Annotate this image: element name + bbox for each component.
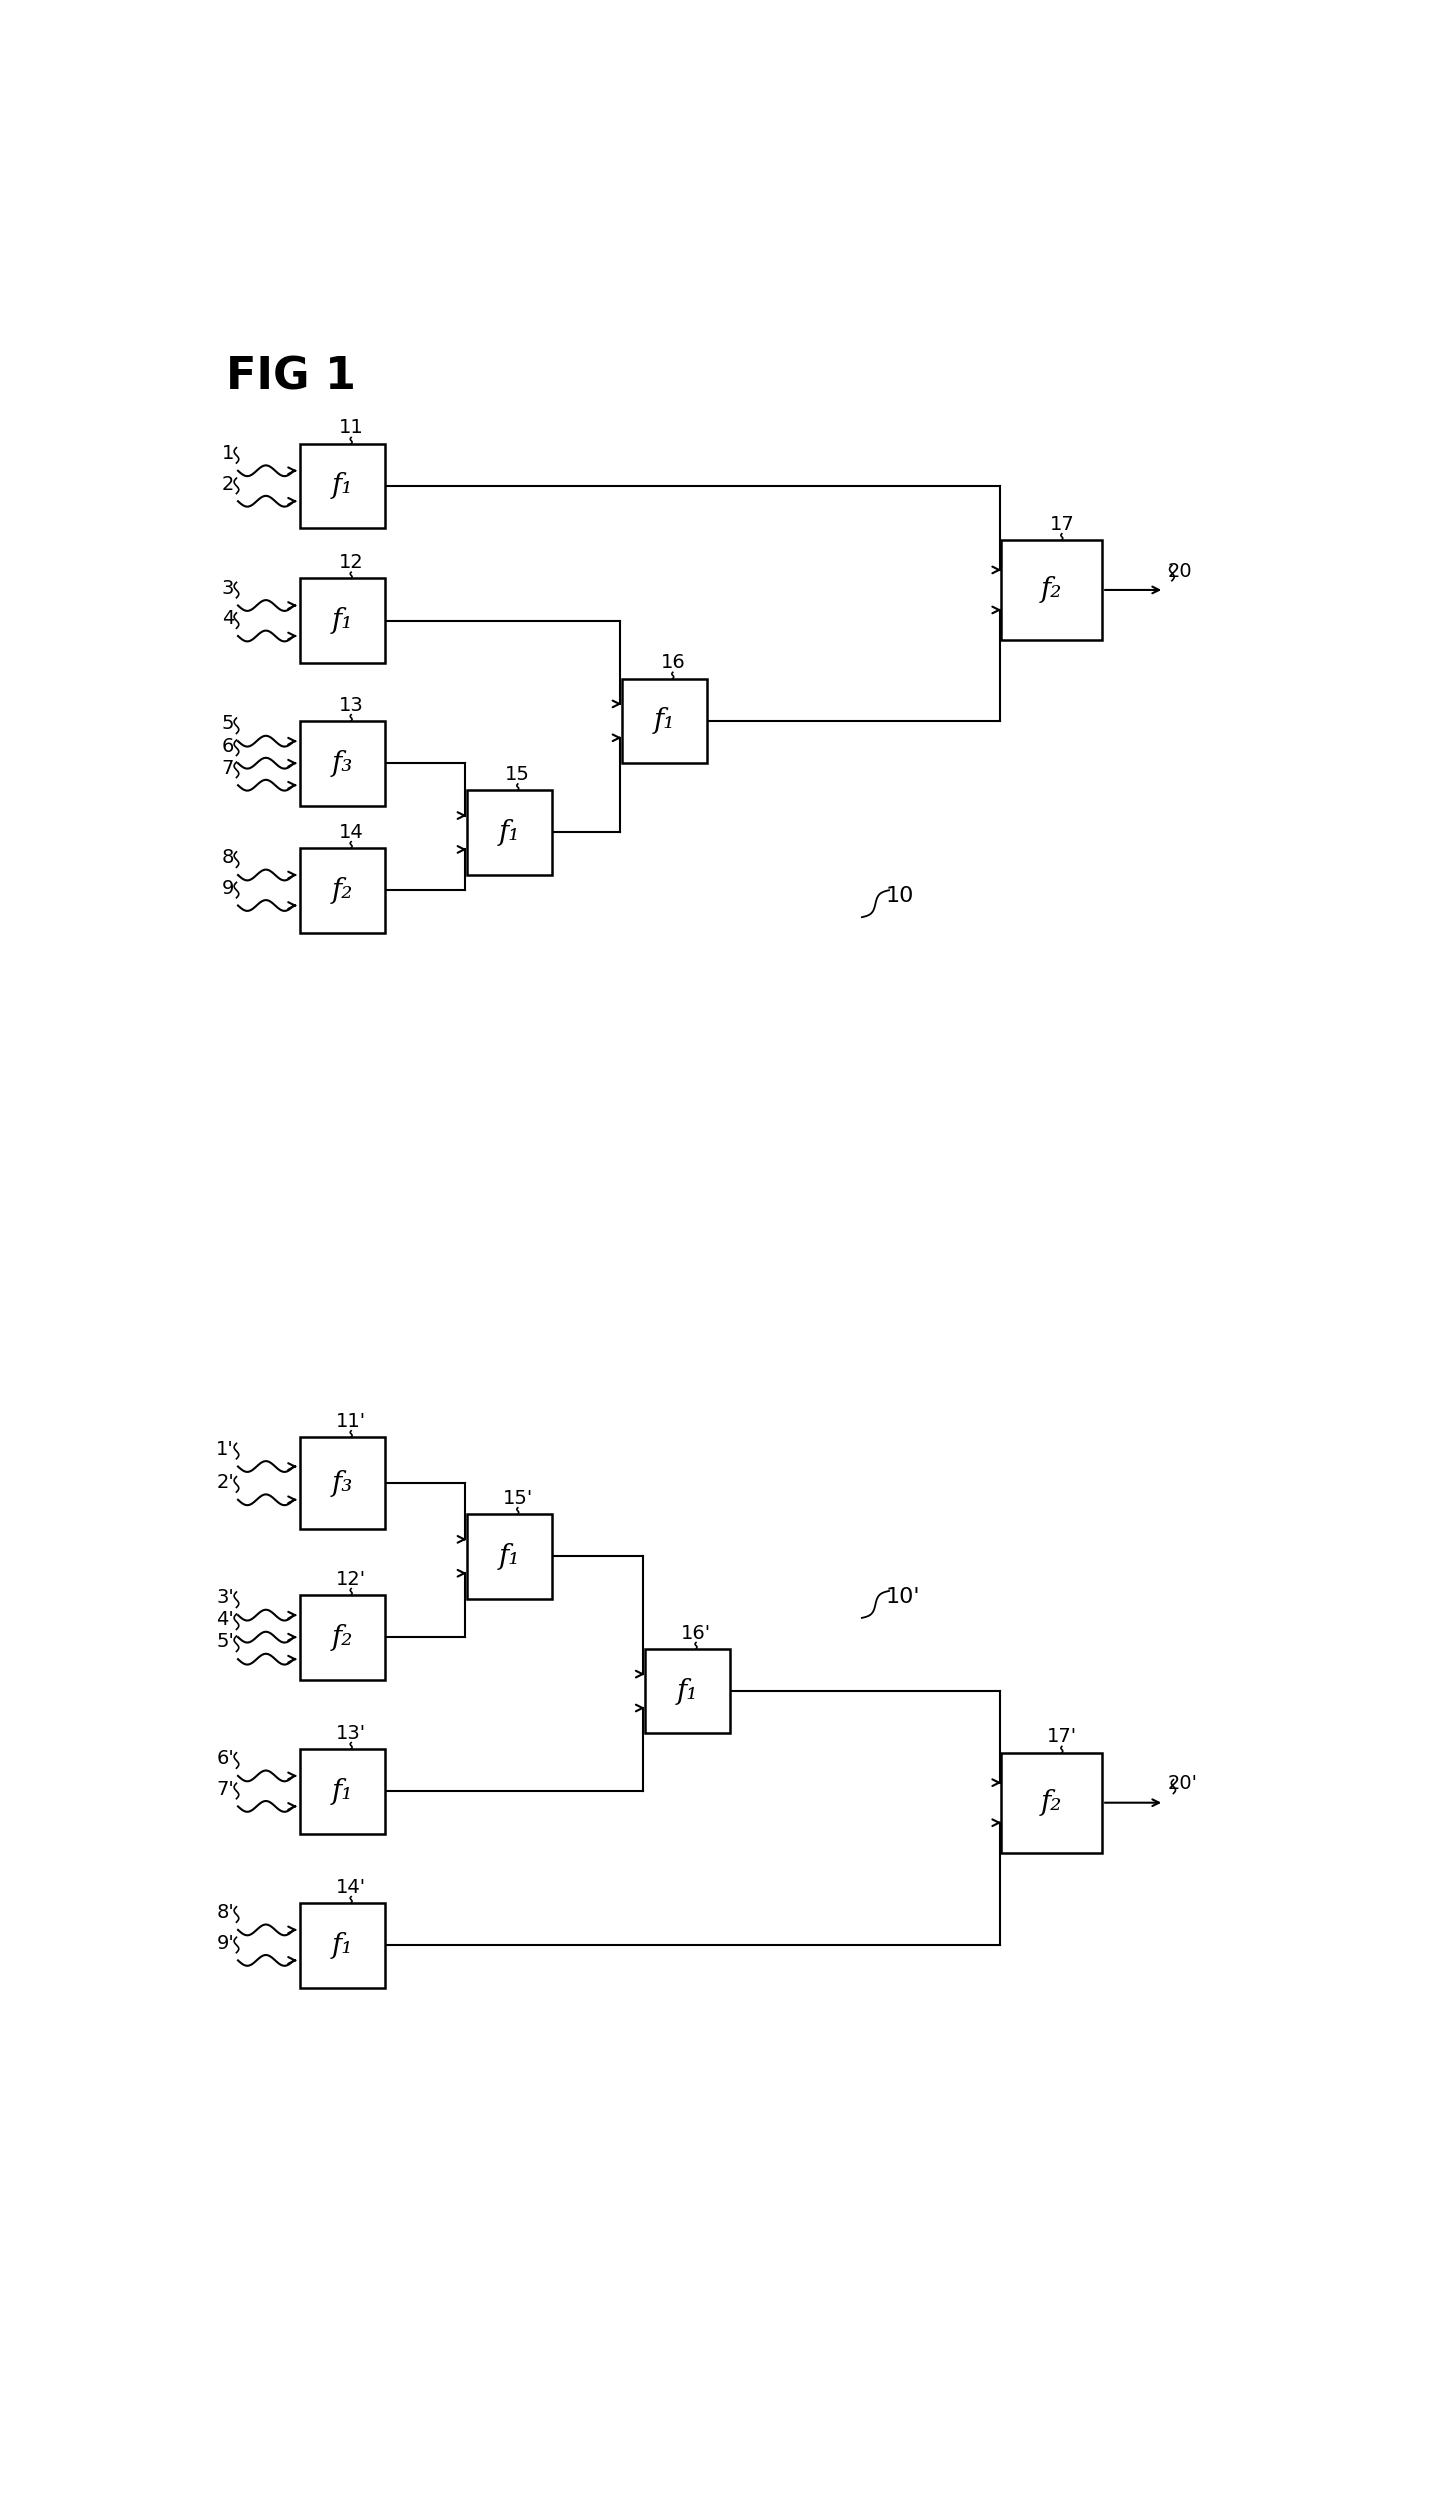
Text: 4': 4'	[216, 1611, 235, 1629]
Text: 16: 16	[661, 653, 685, 673]
Bar	[299, 444, 386, 527]
Text: 14: 14	[338, 823, 364, 841]
Text: f₁: f₁	[653, 708, 675, 735]
Bar	[466, 791, 553, 876]
Text: 17: 17	[1049, 515, 1073, 535]
Text: 1': 1'	[216, 1441, 235, 1458]
Bar	[299, 1594, 386, 1679]
Text: 11: 11	[338, 419, 364, 437]
Text: 13': 13'	[337, 1724, 366, 1742]
Text: f₁: f₁	[498, 818, 519, 846]
Text: 14': 14'	[337, 1877, 366, 1898]
Text: f₁: f₁	[332, 1933, 354, 1958]
Bar	[299, 848, 386, 934]
Bar	[1002, 540, 1102, 640]
Text: 5': 5'	[216, 1632, 235, 1652]
Text: 9': 9'	[216, 1933, 235, 1953]
Text: 10: 10	[885, 886, 914, 906]
Text: 15: 15	[505, 766, 530, 783]
Text: 4: 4	[222, 610, 235, 628]
Bar	[299, 577, 386, 663]
Text: f₁: f₁	[676, 1677, 698, 1704]
Text: 8: 8	[222, 848, 235, 868]
Text: 10': 10'	[885, 1586, 920, 1606]
Text: f₃: f₃	[332, 750, 354, 776]
Text: f₁: f₁	[332, 1777, 354, 1805]
Text: f₂: f₂	[1040, 577, 1062, 602]
Text: 17': 17'	[1046, 1727, 1076, 1747]
Text: f₂: f₂	[1040, 1790, 1062, 1817]
Text: 7': 7'	[216, 1780, 235, 1800]
Bar	[1002, 1752, 1102, 1852]
Text: 20': 20'	[1168, 1775, 1199, 1795]
Text: 7: 7	[222, 758, 235, 778]
Text: f₁: f₁	[332, 472, 354, 499]
Text: 2: 2	[222, 474, 235, 494]
Text: 9: 9	[222, 878, 235, 899]
Bar	[299, 1903, 386, 1988]
Text: f₁: f₁	[498, 1544, 519, 1569]
Bar	[645, 1649, 730, 1734]
Text: 8': 8'	[216, 1903, 235, 1923]
Text: f₃: f₃	[332, 1471, 354, 1496]
Bar	[299, 720, 386, 806]
Text: 20: 20	[1168, 562, 1193, 580]
Text: 2': 2'	[216, 1473, 235, 1491]
Text: f₁: f₁	[332, 607, 354, 635]
Text: 6': 6'	[216, 1749, 235, 1767]
Text: 3': 3'	[216, 1589, 235, 1606]
Text: f₂: f₂	[332, 876, 354, 904]
Text: 3: 3	[222, 580, 235, 597]
Bar	[299, 1749, 386, 1832]
Text: 6: 6	[222, 735, 235, 756]
Bar	[466, 1514, 553, 1599]
Text: 11': 11'	[337, 1411, 366, 1431]
Text: 12': 12'	[337, 1569, 366, 1589]
Text: 1: 1	[222, 444, 235, 462]
Text: 16': 16'	[681, 1624, 711, 1642]
Bar	[299, 1436, 386, 1529]
Text: FIG 1: FIG 1	[226, 354, 357, 399]
Text: 12: 12	[338, 552, 364, 572]
Text: 5: 5	[222, 715, 235, 733]
Text: f₂: f₂	[332, 1624, 354, 1652]
Text: 13: 13	[338, 695, 364, 715]
Text: 15': 15'	[502, 1488, 532, 1509]
Bar	[622, 678, 707, 763]
